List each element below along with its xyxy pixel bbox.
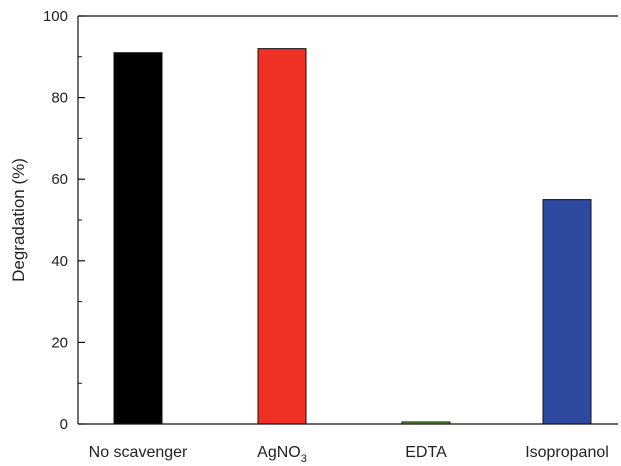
bar-agno3 — [257, 48, 307, 425]
y-tick-label: 80 — [51, 90, 68, 107]
x-category-label: AgNO3 — [257, 444, 307, 465]
y-axis-title: Degradation (%) — [9, 158, 28, 282]
x-category-label: EDTA — [405, 444, 447, 461]
y-tick-label: 100 — [43, 8, 68, 25]
plot-area: 0 20 40 60 80 100 No scavenger AgNO3 EDTA Isoprop… — [43, 8, 618, 465]
bar-no-scavenger — [113, 52, 163, 425]
y-tick-label: 0 — [60, 416, 68, 433]
y-tick-label: 20 — [51, 334, 68, 351]
bar-isopropanol — [542, 199, 592, 425]
x-category-label: Isopropanol — [525, 444, 609, 461]
y-tick-label: 40 — [51, 253, 68, 270]
x-category-label: No scavenger — [89, 444, 188, 461]
y-tick-label: 60 — [51, 171, 68, 188]
